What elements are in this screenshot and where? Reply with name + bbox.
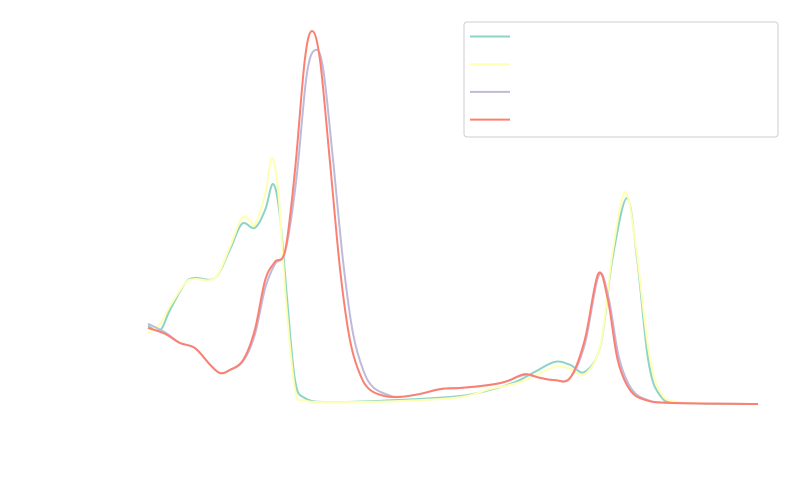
series-line-2 (147, 156, 759, 405)
series-lines (147, 29, 759, 405)
series-line-4 (147, 29, 759, 405)
legend-box (463, 21, 779, 138)
series-line-1 (147, 182, 759, 405)
legend (463, 21, 779, 138)
